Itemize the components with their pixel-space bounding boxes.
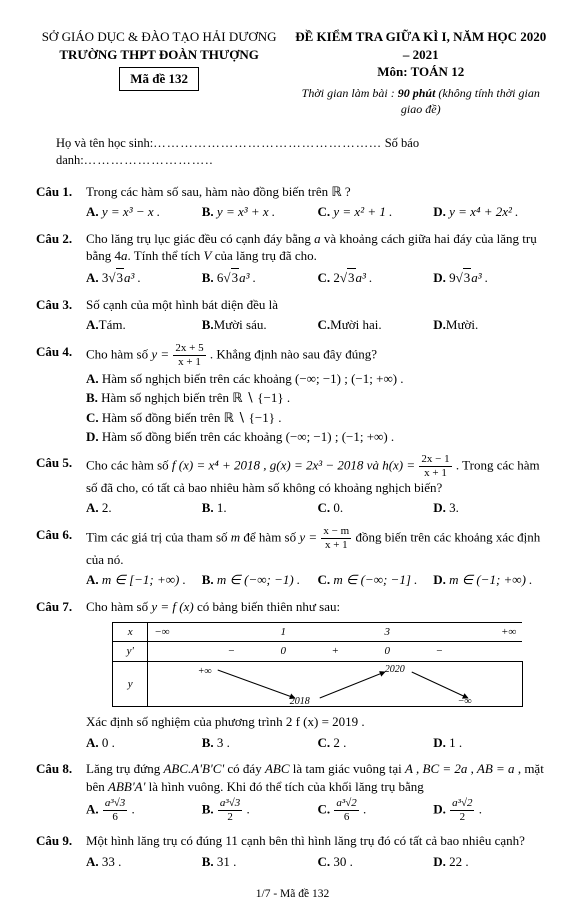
q3-opt-b: B.Mười sáu. bbox=[202, 316, 318, 334]
svg-text:+∞: +∞ bbox=[198, 666, 212, 677]
q7-number: Câu 7. bbox=[36, 598, 86, 754]
q4-opt-d: D. Hàm số đồng biến trên các khoảng (−∞;… bbox=[86, 428, 549, 446]
q5-opt-d: D. 3. bbox=[433, 499, 549, 517]
timing-minutes: 90 phút bbox=[398, 86, 436, 100]
timing-line: Thời gian làm bài : 90 phút (không tính … bbox=[293, 85, 550, 117]
q9-opt-c: C. 30 . bbox=[318, 853, 434, 871]
q7-text3: Xác định số nghiệm của phương trình 2 f … bbox=[86, 713, 549, 731]
q1-number: Câu 1. bbox=[36, 183, 86, 224]
timing-prefix: Thời gian làm bài : bbox=[302, 86, 398, 100]
q6-text: Tìm các giá trị của tham số m để hàm số … bbox=[86, 526, 549, 569]
q6-opt-c: C. m ∈ (−∞; −1] . bbox=[318, 571, 434, 589]
q4-opt-c: C. Hàm số đồng biến trên ℝ ∖ {−1} . bbox=[86, 409, 549, 427]
q1-opt-b: B. y = x³ + x . bbox=[202, 203, 318, 221]
q9-opt-b: B. 31 . bbox=[202, 853, 318, 871]
dots-1: …………………………………………... bbox=[153, 136, 381, 150]
q3-opt-a: A.Tám. bbox=[86, 316, 202, 334]
header-left: SỞ GIÁO DỤC & ĐÀO TẠO HẢI DƯƠNG TRƯỜNG T… bbox=[36, 28, 282, 117]
q4-opt-b: B. Hàm số nghịch biến trên ℝ ∖ {−1} . bbox=[86, 389, 549, 407]
q5-number: Câu 5. bbox=[36, 454, 86, 520]
q9-opt-d: D. 22 . bbox=[433, 853, 549, 871]
q8-opt-b: B. a³√32 . bbox=[202, 798, 318, 823]
variation-arrows: +∞ 2018 2020 −∞ bbox=[148, 662, 522, 706]
student-info-line: Họ và tên học sinh:…………………………………………... S… bbox=[56, 135, 549, 169]
q8-text: Lăng trụ đứng ABC.A'B'C' có đáy ABC là t… bbox=[86, 760, 549, 795]
q1-text: Trong các hàm số sau, hàm nào đồng biến … bbox=[86, 183, 549, 201]
q6-opt-a: A. m ∈ [−1; +∞) . bbox=[86, 571, 202, 589]
q4-text: Cho hàm số y = 2x + 5x + 1 . Khẳng định … bbox=[86, 343, 549, 368]
q6-number: Câu 6. bbox=[36, 526, 86, 592]
q7-opt-d: D. 1 . bbox=[433, 734, 549, 752]
q8-opt-d: D. a³√22 . bbox=[433, 798, 549, 823]
question-8: Câu 8. Lăng trụ đứng ABC.A'B'C' có đáy A… bbox=[36, 760, 549, 826]
q5-opt-c: C. 0. bbox=[318, 499, 434, 517]
q5-opt-a: A. 2. bbox=[86, 499, 202, 517]
page-header: SỞ GIÁO DỤC & ĐÀO TẠO HẢI DƯƠNG TRƯỜNG T… bbox=[36, 28, 549, 117]
exam-title: ĐỀ KIỂM TRA GIỮA KÌ I, NĂM HỌC 2020 – 20… bbox=[293, 28, 550, 63]
svg-text:2020: 2020 bbox=[385, 664, 405, 675]
q8-opt-a: A. a³√36 . bbox=[86, 798, 202, 823]
q9-text: Một hình lăng trụ có đúng 11 cạnh bên th… bbox=[86, 832, 549, 850]
question-4: Câu 4. Cho hàm số y = 2x + 5x + 1 . Khẳn… bbox=[36, 343, 549, 448]
question-6: Câu 6. Tìm các giá trị của tham số m để … bbox=[36, 526, 549, 592]
q1-opt-a: A. y = x³ − x . bbox=[86, 203, 202, 221]
question-1: Câu 1. Trong các hàm số sau, hàm nào đồn… bbox=[36, 183, 549, 224]
header-right: ĐỀ KIỂM TRA GIỮA KÌ I, NĂM HỌC 2020 – 20… bbox=[293, 28, 550, 117]
q7-text1: Cho hàm số y = f (x) có bảng biến thiên … bbox=[86, 598, 549, 616]
question-3: Câu 3. Số cạnh của một hình bát diện đều… bbox=[36, 296, 549, 337]
question-2: Câu 2. Cho lăng trụ lục giác đều có cạnh… bbox=[36, 230, 549, 290]
q6-opt-d: D. m ∈ (−1; +∞) . bbox=[433, 571, 549, 589]
q4-number: Câu 4. bbox=[36, 343, 86, 448]
question-5: Câu 5. Cho các hàm số f (x) = x⁴ + 2018 … bbox=[36, 454, 549, 520]
q7-opt-a: A. 0 . bbox=[86, 734, 202, 752]
q2-opt-a: A. 33a³ . bbox=[86, 268, 202, 287]
student-name-label: Họ và tên học sinh: bbox=[56, 136, 153, 150]
q7-opt-c: C. 2 . bbox=[318, 734, 434, 752]
q4-opt-a: A. Hàm số nghịch biến trên các khoảng (−… bbox=[86, 370, 549, 388]
svg-text:−∞: −∞ bbox=[458, 696, 472, 706]
dots-2: ……………………….. bbox=[84, 153, 214, 167]
q2-text: Cho lăng trụ lục giác đều có cạnh đáy bằ… bbox=[86, 230, 549, 265]
q2-opt-d: D. 93a³ . bbox=[433, 268, 549, 287]
school-line: TRƯỜNG THPT ĐOÀN THƯỢNG bbox=[36, 46, 282, 64]
q2-number: Câu 2. bbox=[36, 230, 86, 290]
exam-code-box: Mã đề 132 bbox=[119, 67, 199, 91]
subject-line: Môn: TOÁN 12 bbox=[293, 63, 550, 81]
q3-opt-d: D.Mười. bbox=[433, 316, 549, 334]
q1-opt-d: D. y = x⁴ + 2x² . bbox=[433, 203, 549, 221]
q2-opt-c: C. 23a³ . bbox=[318, 268, 434, 287]
variation-table: x −∞ 1 3 +∞ y' − 0 + 0 − y bbox=[112, 622, 523, 708]
q5-opt-b: B. 1. bbox=[202, 499, 318, 517]
q5-text: Cho các hàm số f (x) = x⁴ + 2018 , g(x) … bbox=[86, 454, 549, 497]
question-9: Câu 9. Một hình lăng trụ có đúng 11 cạnh… bbox=[36, 832, 549, 873]
q1-opt-c: C. y = x² + 1 . bbox=[318, 203, 434, 221]
q6-opt-b: B. m ∈ (−∞; −1) . bbox=[202, 571, 318, 589]
q7-opt-b: B. 3 . bbox=[202, 734, 318, 752]
q2-opt-b: B. 63a³ . bbox=[202, 268, 318, 287]
page-footer: 1/7 - Mã đề 132 bbox=[36, 887, 549, 903]
q3-opt-c: C.Mười hai. bbox=[318, 316, 434, 334]
q9-opt-a: A. 33 . bbox=[86, 853, 202, 871]
question-7: Câu 7. Cho hàm số y = f (x) có bảng biến… bbox=[36, 598, 549, 754]
org-line: SỞ GIÁO DỤC & ĐÀO TẠO HẢI DƯƠNG bbox=[36, 28, 282, 46]
q3-number: Câu 3. bbox=[36, 296, 86, 337]
q8-number: Câu 8. bbox=[36, 760, 86, 826]
q8-opt-c: C. a³√26 . bbox=[318, 798, 434, 823]
svg-text:2018: 2018 bbox=[290, 696, 310, 706]
q9-number: Câu 9. bbox=[36, 832, 86, 873]
q3-text: Số cạnh của một hình bát diện đều là bbox=[86, 296, 549, 314]
